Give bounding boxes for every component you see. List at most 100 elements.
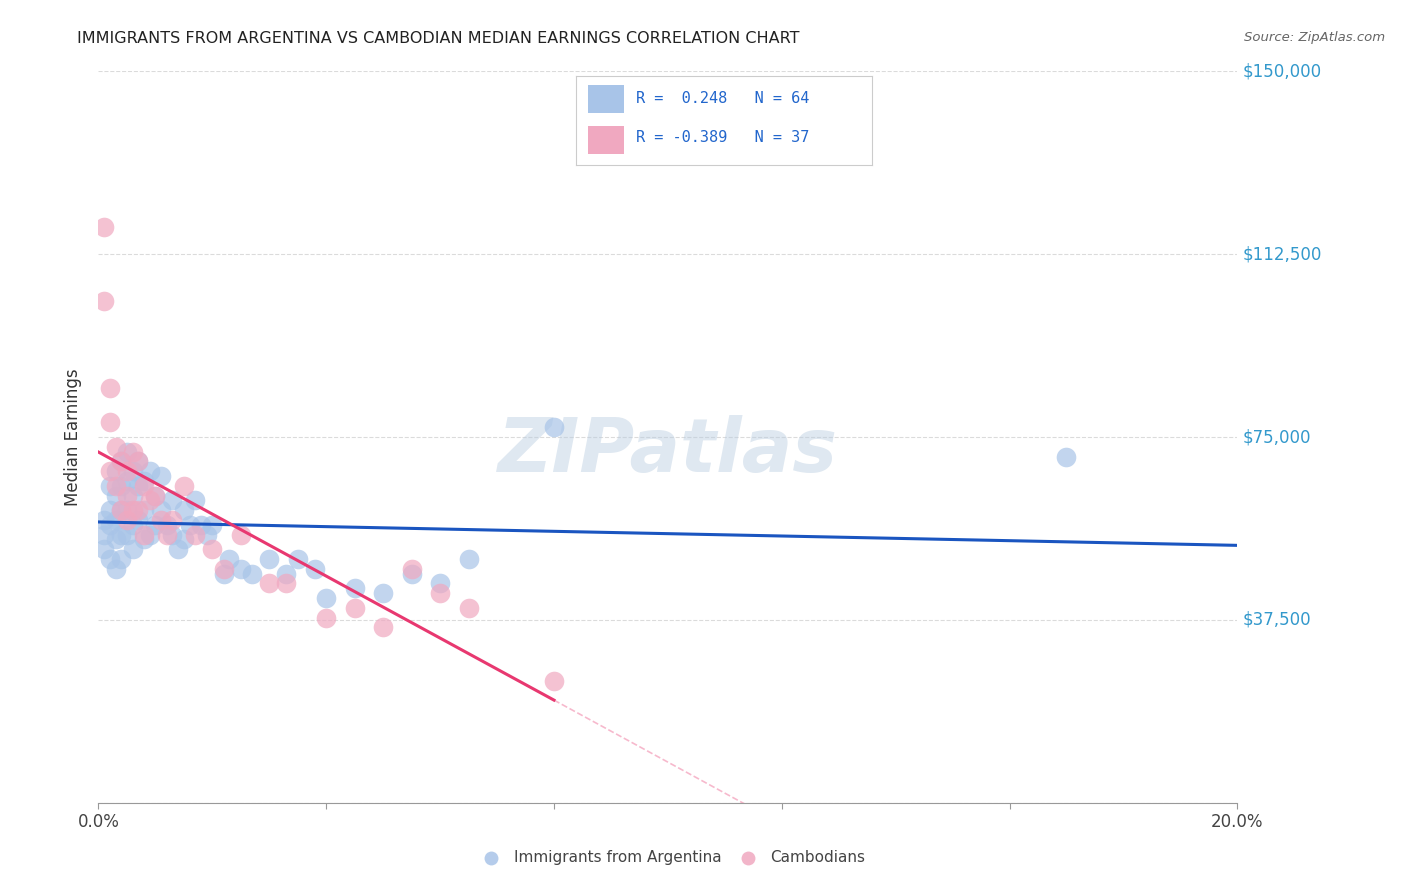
Point [201,542,224,557]
Point [429,576,451,591]
Point [543,420,565,434]
Point [276,566,298,581]
Point [127,503,149,517]
Text: $112,500: $112,500 [1243,245,1323,263]
Point [276,576,298,591]
Point [179,517,201,532]
Point [190,517,212,532]
Point [212,566,235,581]
Point [315,591,337,605]
Point [173,533,195,547]
Point [127,513,149,527]
Point [127,454,149,468]
Point [110,503,132,517]
Bar [588,126,624,154]
Point [457,600,479,615]
Point [162,527,184,541]
Point [121,503,143,517]
Text: $75,000: $75,000 [1243,428,1312,446]
Bar [588,85,624,113]
Point [201,517,224,532]
Point [218,552,240,566]
Point [104,533,127,547]
Point [121,542,143,557]
Point [115,503,138,517]
Text: Source: ZipAtlas.com: Source: ZipAtlas.com [1244,31,1385,45]
Point [93,513,115,527]
Point [173,503,195,517]
Point [98,464,121,478]
Point [110,503,132,517]
Point [145,489,167,503]
Point [98,479,121,493]
Point [259,576,281,591]
Point [98,381,121,395]
Point [184,527,207,541]
Point [373,586,395,600]
Point [121,464,143,478]
Point [150,503,173,517]
Point [98,416,121,430]
Point [104,513,127,527]
Point [104,440,127,454]
Point [115,444,138,458]
Point [110,552,132,566]
Point [173,479,195,493]
Point [167,542,190,557]
Point [138,493,160,508]
Point [115,464,138,478]
Point [138,464,160,478]
Point [110,454,132,468]
Point [104,479,127,493]
Point [543,673,565,688]
Point [93,527,115,541]
Point [373,620,395,634]
Point [195,527,218,541]
Point [457,552,479,566]
Text: $37,500: $37,500 [1243,611,1312,629]
Point [121,517,143,532]
Text: Cambodians: Cambodians [770,850,865,865]
Point [132,474,155,488]
Point [401,562,423,576]
Point [98,552,121,566]
Point [98,517,121,532]
Point [115,527,138,541]
Point [115,513,138,527]
Point [127,479,149,493]
Point [304,562,326,576]
Point [115,474,138,488]
Text: Immigrants from Argentina: Immigrants from Argentina [515,850,721,865]
Point [104,562,127,576]
Point [343,581,366,595]
Text: R = -0.389   N = 37: R = -0.389 N = 37 [636,130,808,145]
Point [212,562,235,576]
Text: ZIPatlas: ZIPatlas [498,415,838,488]
Point [121,444,143,458]
Point [93,220,115,235]
Point [93,293,115,308]
Point [132,479,155,493]
Point [115,489,138,503]
Point [121,489,143,503]
Point [110,527,132,541]
Point [150,513,173,527]
Point [150,469,173,483]
Point [156,527,179,541]
Point [145,489,167,503]
Point [98,503,121,517]
Point [343,600,366,615]
Point [110,454,132,468]
Point [287,552,309,566]
Text: IMMIGRANTS FROM ARGENTINA VS CAMBODIAN MEDIAN EARNINGS CORRELATION CHART: IMMIGRANTS FROM ARGENTINA VS CAMBODIAN M… [77,31,800,46]
Text: $150,000: $150,000 [1243,62,1322,80]
Point [240,566,263,581]
Point [1056,450,1078,464]
Y-axis label: Median Earnings: Median Earnings [65,368,83,506]
Point [93,542,115,557]
Point [315,610,337,624]
Point [132,533,155,547]
Point [229,527,252,541]
Point [127,454,149,468]
Point [259,552,281,566]
